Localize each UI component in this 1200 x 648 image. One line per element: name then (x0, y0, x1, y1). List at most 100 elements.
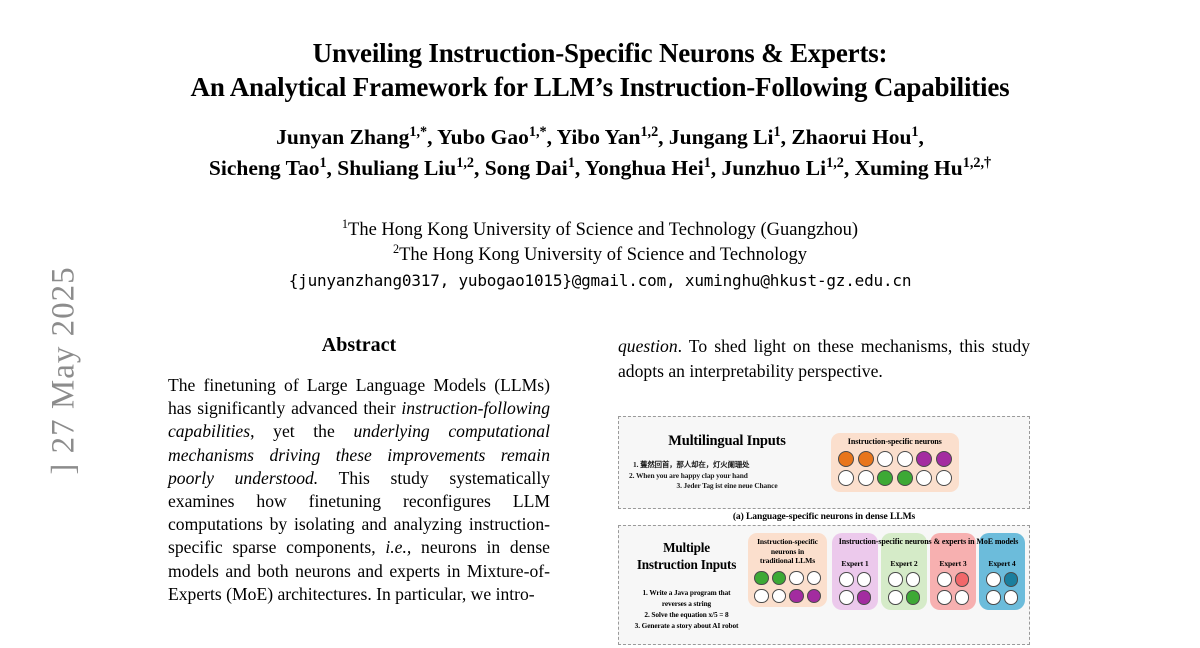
expert-column-1: Expert 1 (832, 533, 878, 610)
dot-row (754, 588, 821, 604)
author-list: Junyan Zhang1,*, Yubo Gao1,*, Yibo Yan1,… (130, 122, 1070, 184)
neuron-dot-white (1003, 590, 1018, 605)
neuron-dot-green (896, 470, 913, 486)
neuron-dot-white (888, 572, 903, 587)
panel-b-moe-group: Instruction-specific neurons & experts i… (832, 533, 1025, 610)
neuron-dot-white (937, 590, 952, 605)
panel-b-left: Multiple Instruction Inputs 1. Write a J… (625, 533, 748, 631)
neuron-dot-white (771, 588, 786, 604)
panel-b-title-line-1: Multiple (663, 540, 710, 555)
neuron-dot-purple (789, 588, 804, 604)
figure-panel-a: Multilingual Inputs 1. 蒦然回首，那人却在，灯火阑珊处 2… (618, 416, 1030, 509)
title-line-2: An Analytical Framework for LLM’s Instru… (190, 72, 1010, 102)
expert-label: Expert 2 (890, 559, 918, 568)
arxiv-date-stamp: ] 27 May 2025 (45, 266, 82, 475)
affiliation-1: 1The Hong Kong University of Science and… (341, 216, 859, 240)
list-item: reverses a string (661, 599, 712, 608)
expert-dot-grid (982, 572, 1022, 605)
dot-row (838, 470, 952, 486)
dot-row (933, 572, 973, 587)
neuron-dot-white (856, 572, 871, 587)
panel-b-title: Multiple Instruction Inputs (625, 539, 748, 573)
panel-a-neuron-box: Instruction-specific neurons (831, 433, 959, 492)
expert-column-4: Expert 4 (979, 533, 1025, 610)
abstract-heading: Abstract (321, 334, 397, 356)
dot-row (838, 450, 952, 467)
neuron-dot-white (789, 570, 804, 586)
right-column: question. To shed light on these mechani… (618, 334, 1030, 384)
expert-dot-grid (933, 572, 973, 605)
neuron-dot-orange (857, 450, 874, 467)
list-item: 3. Generate a story about AI robot (634, 621, 739, 630)
expert-column-3: Expert 3 (930, 533, 976, 610)
expert-column-2: Expert 2 (881, 533, 927, 610)
neuron-dot-white (905, 572, 920, 587)
neuron-dot-white (857, 470, 874, 486)
title-line-1: Unveiling Instruction-Specific Neurons &… (312, 38, 888, 68)
neuron-dot-white (838, 470, 854, 486)
neuron-dot-white (839, 590, 854, 605)
dot-row (933, 590, 973, 605)
figure-1: Multilingual Inputs 1. 蒦然回首，那人却在，灯火阑珊处 2… (618, 416, 1030, 645)
panel-a-caption: (a) Language-specific neurons in dense L… (732, 511, 916, 522)
page-title: Unveiling Instruction-Specific Neurons &… (140, 36, 1060, 104)
right-column-text: question. To shed light on these mechani… (618, 336, 1030, 381)
panel-a-title: Multilingual Inputs (668, 433, 786, 450)
neuron-dot-green (905, 590, 920, 605)
dot-row (884, 590, 924, 605)
dot-row (835, 590, 875, 605)
expert-label: Expert 3 (939, 559, 967, 568)
neuron-dot-white (986, 590, 1001, 605)
dot-row (982, 572, 1022, 587)
list-item: 3. Jeder Tag ist eine neue Chance (676, 481, 778, 491)
neuron-dot-orange (838, 450, 854, 467)
neuron-dot-purple (856, 590, 871, 605)
panel-b-traditional-dot-grid (754, 570, 821, 604)
affiliation-block: 1The Hong Kong University of Science and… (140, 218, 1060, 294)
neuron-dot-green (877, 470, 893, 486)
neuron-dot-white (888, 590, 903, 605)
dot-row (754, 570, 821, 586)
neuron-dot-green (771, 570, 786, 586)
list-item: 1. 蒦然回首，那人却在，灯火阑珊处 (633, 460, 750, 470)
panel-a-neuron-box-title: Instruction-specific neurons (847, 437, 942, 446)
neuron-dot-green (754, 570, 769, 586)
dot-row (884, 572, 924, 587)
dot-row (982, 590, 1022, 605)
list-item: 2. Solve the equation x/5 = 8 (644, 610, 729, 619)
panel-b-title-line-2: Instruction Inputs (636, 557, 737, 572)
expert-label: Expert 1 (841, 559, 869, 568)
neuron-dot-white (877, 450, 893, 467)
panel-a-dot-grid (838, 450, 952, 486)
neuron-dot-white (937, 572, 952, 587)
expert-dot-grid (884, 572, 924, 605)
affiliation-2: 2The Hong Kong University of Science and… (393, 241, 807, 265)
panel-a-input-list: 1. 蒦然回首，那人却在，灯火阑珊处 2. When you are happy… (629, 460, 825, 492)
figure-panel-b: Multiple Instruction Inputs 1. Write a J… (618, 525, 1030, 645)
neuron-dot-purple (916, 450, 932, 467)
neuron-dot-white (839, 572, 854, 587)
neuron-dot-red (954, 572, 969, 587)
neuron-dot-white (754, 588, 769, 604)
panel-b-input-list: 1. Write a Java program that reverses a … (625, 587, 748, 631)
panel-a-left: Multilingual Inputs 1. 蒦然回首，那人却在，灯火阑珊处 2… (629, 433, 825, 492)
abstract-text: The finetuning of Large Language Models … (168, 375, 551, 604)
neuron-dot-white (954, 590, 969, 605)
list-item: 2. When you are happy clap your hand (629, 470, 748, 480)
neuron-dot-purple (935, 450, 952, 467)
author-line-1: Junyan Zhang1,*, Yubo Gao1,*, Yibo Yan1,… (276, 123, 924, 149)
left-column: Abstract The finetuning of Large Languag… (168, 334, 550, 606)
neuron-dot-white (896, 450, 913, 467)
neuron-dot-purple (806, 588, 821, 604)
dot-row (835, 572, 875, 587)
neuron-dot-teal (1003, 572, 1018, 587)
panel-b-traditional-box: Instruction-specific neurons in traditio… (748, 533, 827, 608)
neuron-dot-white (935, 470, 952, 486)
list-item: 1. Write a Java program that (642, 588, 731, 597)
author-line-2: Sicheng Tao1, Shuliang Liu1,2, Song Dai1… (208, 154, 992, 180)
author-emails[interactable]: {junyanzhang0317, yubogao1015}@gmail.com… (288, 271, 912, 290)
expert-label: Expert 4 (988, 559, 1016, 568)
neuron-dot-white (986, 572, 1001, 587)
expert-dot-grid (835, 572, 875, 605)
